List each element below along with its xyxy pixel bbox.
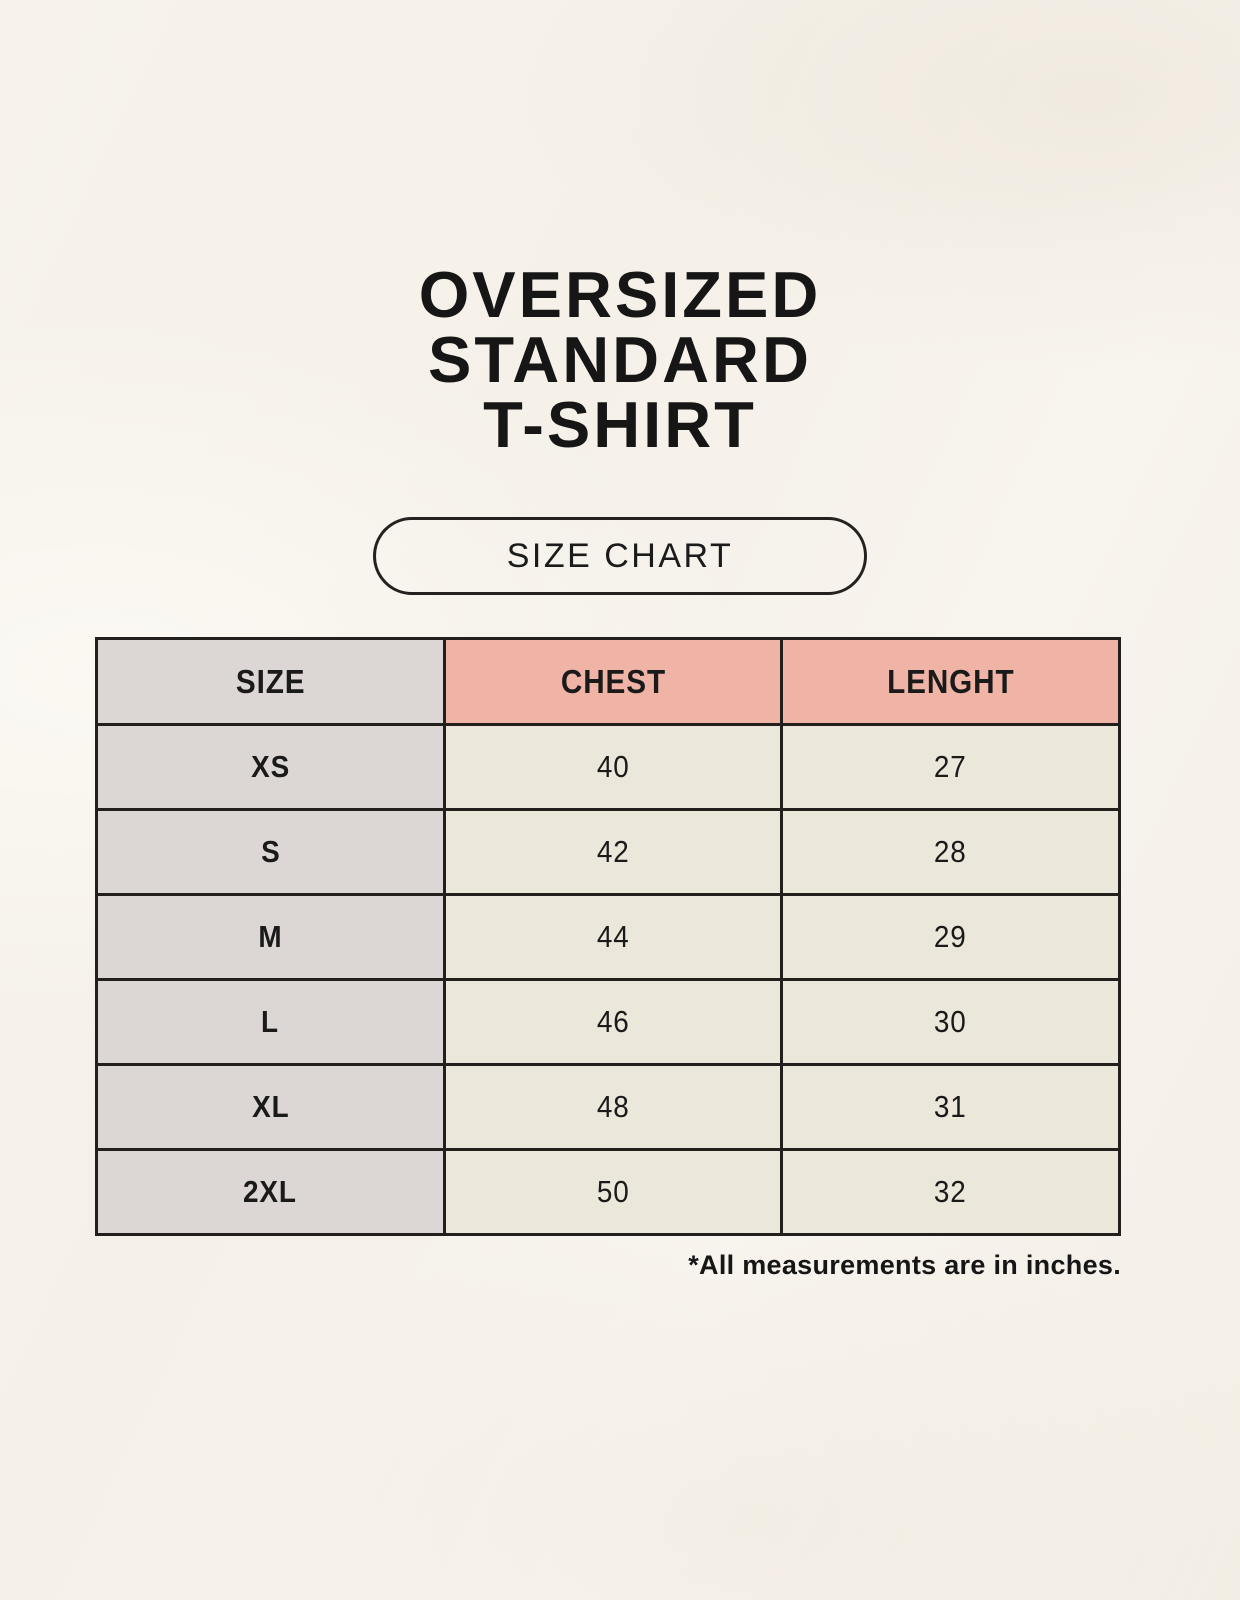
table-row: S 42 28 — [95, 808, 1121, 896]
length-cell: 32 — [780, 1148, 1121, 1236]
page-title: OVERSIZED STANDARD T-SHIRT — [0, 262, 1240, 457]
column-header-chest-label: CHEST — [560, 662, 666, 700]
size-cell: M — [95, 893, 446, 981]
measurements-note: *All measurements are in inches. — [688, 1250, 1121, 1280]
title-line-3: T-SHIRT — [483, 388, 757, 461]
table-row: M 44 29 — [95, 893, 1121, 981]
size-value: L — [261, 1004, 280, 1039]
chest-value: 42 — [596, 834, 630, 869]
length-cell: 27 — [780, 723, 1121, 811]
length-cell: 31 — [780, 1063, 1121, 1151]
chest-cell: 48 — [442, 1063, 784, 1151]
table-row: L 46 30 — [95, 978, 1121, 1066]
size-chart-badge-label: SIZE CHART — [506, 536, 734, 575]
column-header-chest: CHEST — [442, 637, 784, 726]
length-value: 29 — [934, 919, 968, 954]
column-header-length: LENGHT — [780, 637, 1121, 726]
title-line-2: STANDARD — [428, 323, 812, 396]
chest-cell: 50 — [442, 1148, 784, 1236]
chest-value: 50 — [596, 1174, 630, 1209]
size-chart-table: SIZE CHEST LENGHT XS 40 27 S 42 28 M 44 … — [95, 637, 1121, 1236]
table-row: 2XL 50 32 — [95, 1148, 1121, 1236]
size-chart-badge[interactable]: SIZE CHART — [373, 517, 867, 595]
chest-cell: 46 — [442, 978, 784, 1066]
size-value: M — [258, 919, 283, 954]
chest-cell: 40 — [442, 723, 784, 811]
length-value: 30 — [934, 1004, 968, 1039]
length-cell: 28 — [780, 808, 1121, 896]
column-header-size-label: SIZE — [235, 662, 306, 700]
size-cell: L — [95, 978, 446, 1066]
chest-value: 44 — [596, 919, 630, 954]
table-row: XS 40 27 — [95, 723, 1121, 811]
size-value: XL — [251, 1089, 290, 1124]
length-cell: 30 — [780, 978, 1121, 1066]
size-value: XS — [250, 749, 290, 784]
length-value: 32 — [934, 1174, 968, 1209]
column-header-size: SIZE — [95, 637, 446, 726]
size-value: 2XL — [243, 1174, 298, 1209]
title-line-1: OVERSIZED — [418, 258, 822, 331]
length-cell: 29 — [780, 893, 1121, 981]
header-row: SIZE CHEST LENGHT — [95, 637, 1121, 726]
size-cell: XL — [95, 1063, 446, 1151]
length-value: 27 — [934, 749, 968, 784]
length-value: 31 — [934, 1089, 968, 1124]
chest-value: 48 — [596, 1089, 630, 1124]
chest-value: 46 — [596, 1004, 630, 1039]
chest-cell: 42 — [442, 808, 784, 896]
chest-cell: 44 — [442, 893, 784, 981]
column-header-length-label: LENGHT — [886, 662, 1015, 700]
size-cell: 2XL — [95, 1148, 446, 1236]
table-row: XL 48 31 — [95, 1063, 1121, 1151]
size-cell: S — [95, 808, 446, 896]
chest-value: 40 — [596, 749, 630, 784]
length-value: 28 — [934, 834, 968, 869]
size-value: S — [260, 834, 281, 869]
size-cell: XS — [95, 723, 446, 811]
